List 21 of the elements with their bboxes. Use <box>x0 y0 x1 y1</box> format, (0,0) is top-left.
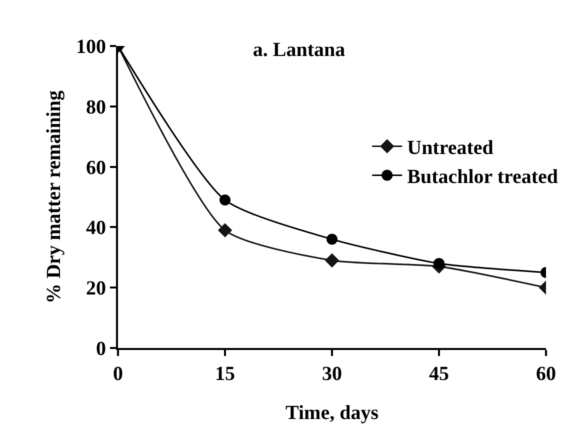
point <box>324 253 340 268</box>
point <box>434 258 444 269</box>
legend-label: Untreated <box>407 137 494 160</box>
point <box>326 234 338 245</box>
x-tick-label: 0 <box>113 363 123 385</box>
x-tick-label: 15 <box>215 363 235 385</box>
x-axis-title: Time, days <box>286 402 379 424</box>
y-tick-label: 60 <box>86 156 106 179</box>
y-tick-label: 80 <box>86 96 106 118</box>
x-tick-label: 60 <box>536 363 556 385</box>
point <box>218 223 232 238</box>
y-tick-label: 40 <box>86 217 106 240</box>
x-tick-label: 45 <box>429 363 449 385</box>
y-axis-title: % Dry matter remaining <box>43 90 65 304</box>
y-tick-label: 0 <box>96 338 106 360</box>
point <box>220 194 230 206</box>
chart-title: a. Lantana <box>252 38 346 61</box>
y-tick-label: 100 <box>76 36 106 58</box>
y-tick-label: 20 <box>86 278 106 300</box>
x-tick-label: 30 <box>322 363 342 385</box>
legend-label: Butachlor treated <box>407 166 558 188</box>
